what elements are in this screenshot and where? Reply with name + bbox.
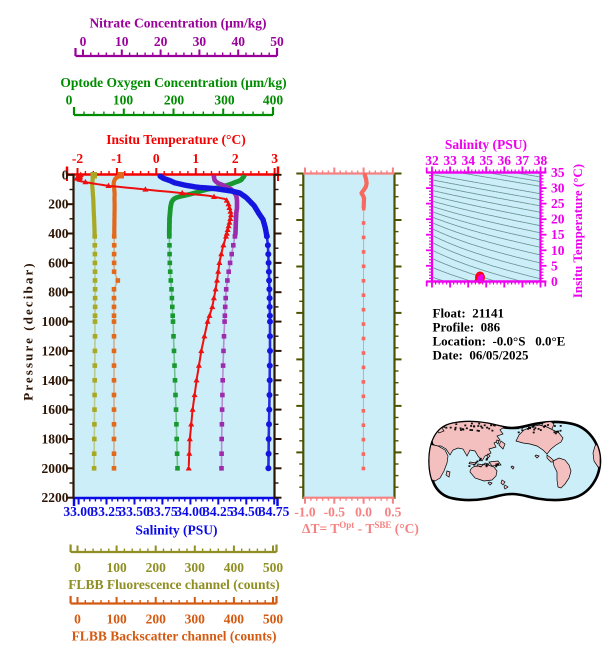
svg-text:5: 5 [551, 258, 558, 273]
svg-text:2: 2 [232, 151, 239, 166]
svg-text:34.75: 34.75 [259, 504, 290, 519]
svg-text:500: 500 [263, 612, 284, 627]
svg-text:37: 37 [516, 153, 530, 168]
svg-text:2200: 2200 [42, 490, 69, 505]
svg-text:Date: 06/05/2025: Date: 06/05/2025 [433, 348, 530, 363]
svg-text:38: 38 [534, 153, 548, 168]
svg-text:1800: 1800 [42, 432, 69, 447]
svg-text:20: 20 [551, 212, 565, 227]
svg-text:500: 500 [263, 560, 284, 575]
svg-text:50: 50 [270, 34, 284, 49]
svg-text:300: 300 [185, 612, 206, 627]
svg-text:200: 200 [48, 197, 69, 212]
svg-text:Salinity (PSU): Salinity (PSU) [135, 523, 217, 538]
svg-text:600: 600 [48, 255, 69, 270]
svg-text:20: 20 [154, 34, 168, 49]
svg-text:FLBB Fluorescence channel (cou: FLBB Fluorescence channel (counts) [68, 577, 280, 592]
svg-text:34: 34 [461, 153, 475, 168]
svg-text:1000: 1000 [42, 314, 69, 329]
svg-text:100: 100 [106, 612, 127, 627]
svg-text:-2: -2 [72, 151, 83, 166]
svg-text:FLBB Backscatter channel (coun: FLBB Backscatter channel (counts) [72, 629, 277, 644]
svg-text:100: 100 [106, 560, 127, 575]
svg-text:33.75: 33.75 [147, 504, 178, 519]
svg-text:800: 800 [48, 285, 69, 300]
svg-text:Float: 21141: Float: 21141 [433, 306, 505, 321]
svg-text:ΔT= TOpt - TSBE (°C): ΔT= TOpt - TSBE (°C) [302, 520, 419, 536]
svg-text:400: 400 [224, 560, 245, 575]
svg-text:400: 400 [48, 226, 69, 241]
svg-text:0: 0 [153, 151, 160, 166]
svg-text:33.25: 33.25 [91, 504, 122, 519]
svg-text:30: 30 [193, 34, 207, 49]
svg-text:200: 200 [146, 612, 167, 627]
svg-text:2000: 2000 [42, 461, 69, 476]
svg-text:33.50: 33.50 [119, 504, 150, 519]
svg-text:0: 0 [74, 560, 81, 575]
svg-text:Salinity (PSU): Salinity (PSU) [445, 137, 527, 152]
svg-text:Insitu Temperature (°C): Insitu Temperature (°C) [106, 132, 245, 147]
svg-text:34.25: 34.25 [203, 504, 234, 519]
svg-text:34.00: 34.00 [175, 504, 206, 519]
svg-text:Nitrate Concentration (μm/kg): Nitrate Concentration (μm/kg) [89, 16, 266, 31]
svg-text:10: 10 [551, 243, 565, 258]
svg-text:25: 25 [551, 196, 565, 211]
svg-text:36: 36 [498, 153, 512, 168]
svg-text:Insitu Temperature (°C): Insitu Temperature (°C) [570, 164, 585, 298]
svg-text:0: 0 [74, 612, 81, 627]
svg-text:0: 0 [62, 167, 69, 182]
svg-text:0: 0 [66, 93, 73, 108]
svg-text:1200: 1200 [42, 343, 69, 358]
svg-text:15: 15 [551, 227, 565, 242]
svg-text:30: 30 [551, 181, 565, 196]
svg-text:0.5: 0.5 [384, 505, 401, 520]
svg-text:400: 400 [263, 93, 284, 108]
svg-text:200: 200 [164, 93, 185, 108]
svg-text:-1.0: -1.0 [294, 505, 316, 520]
svg-text:200: 200 [146, 560, 167, 575]
svg-text:400: 400 [224, 612, 245, 627]
svg-text:35: 35 [479, 153, 493, 168]
svg-text:1600: 1600 [42, 402, 69, 417]
svg-text:0: 0 [551, 274, 558, 289]
svg-text:-1: -1 [111, 151, 122, 166]
svg-text:35: 35 [551, 165, 565, 180]
svg-text:0: 0 [80, 34, 87, 49]
svg-text:300: 300 [185, 560, 206, 575]
svg-text:32: 32 [425, 153, 439, 168]
svg-text:40: 40 [231, 34, 245, 49]
svg-text:10: 10 [115, 34, 129, 49]
svg-text:3: 3 [271, 151, 278, 166]
svg-text:Location: -0.0°S 0.0°E: Location: -0.0°S 0.0°E [433, 334, 566, 349]
svg-text:0.0: 0.0 [355, 505, 372, 520]
svg-text:-0.5: -0.5 [324, 505, 346, 520]
svg-text:100: 100 [113, 93, 134, 108]
svg-text:Profile: 086: Profile: 086 [433, 320, 501, 335]
svg-text:Pressure (decibar): Pressure (decibar) [21, 261, 36, 401]
svg-text:1: 1 [192, 151, 199, 166]
svg-text:34.50: 34.50 [231, 504, 262, 519]
svg-text:33: 33 [443, 153, 457, 168]
svg-text:Optode Oxygen Concentration (μ: Optode Oxygen Concentration (μm/kg) [60, 75, 286, 90]
svg-text:300: 300 [214, 93, 235, 108]
svg-text:1400: 1400 [42, 373, 69, 388]
svg-text:33.00: 33.00 [63, 504, 94, 519]
